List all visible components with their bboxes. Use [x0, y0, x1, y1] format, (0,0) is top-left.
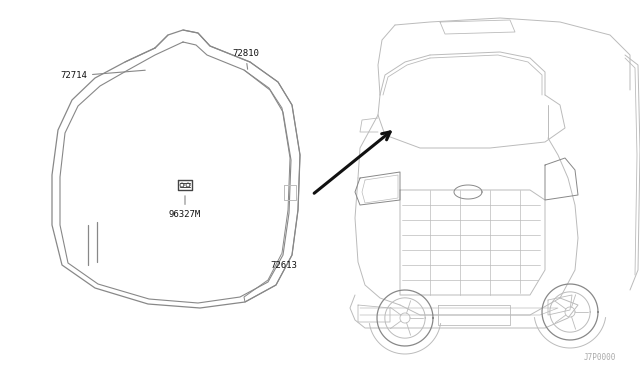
Text: 96327M: 96327M	[169, 196, 201, 219]
Text: 72714: 72714	[60, 70, 145, 80]
Text: 72613: 72613	[270, 253, 297, 269]
Text: 72810: 72810	[232, 49, 259, 69]
Text: J7P0000: J7P0000	[584, 353, 616, 362]
